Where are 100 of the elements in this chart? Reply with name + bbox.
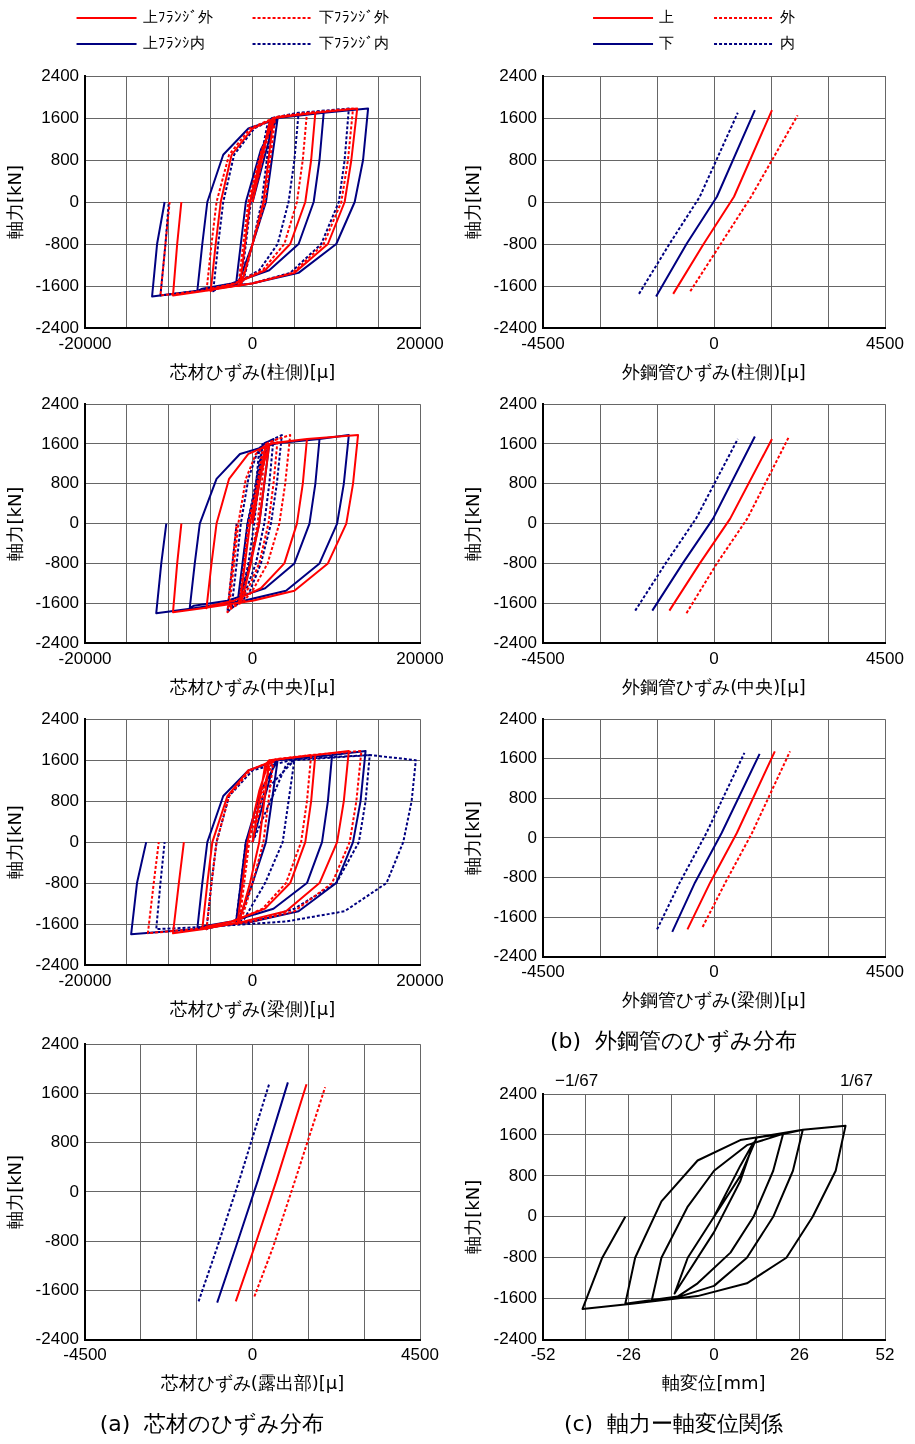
text: (c) 軸力ー軸変位関係 [563,1410,784,1436]
x-tick-label: 0 [247,333,258,353]
y-tick-label: 800 [50,1132,80,1152]
y-tick-label: 1600 [499,748,538,768]
y-axis-title: 軸力[kN] [462,800,484,875]
y-tick-label: 0 [69,513,80,533]
legend-label: 下ﾌﾗﾝｼﾞ内 [318,33,389,52]
x-tick-label: 0 [247,648,258,668]
y-axis-title: 軸力[kN] [462,165,484,239]
y-tick-label: 1600 [499,107,538,127]
y-tick-label: 2400 [499,65,538,85]
y-tick-label: 2400 [41,1033,80,1053]
x-axis-title: 外鋼管ひずみ(中央)[μ] [622,675,806,697]
x-tick-label: 0 [709,962,719,982]
x-axis-title: 芯材ひずみ(柱側)[μ] [168,360,336,382]
legend-label: 上 [659,7,675,26]
x-tick-label: -26 [616,1345,641,1365]
legend-label: 内 [780,33,796,52]
y-tick-label: 0 [527,827,538,847]
y-tick-label: -1600 [35,1280,80,1300]
y-tick-label: -1600 [493,592,538,612]
y-tick-label: -800 [45,1230,80,1250]
y-tick-label: 2400 [499,393,538,413]
x-tick-label: 4500 [866,333,904,353]
x-tick-label: 0 [247,970,258,990]
x-tick-label: 0 [709,333,719,353]
line-series [253,1086,327,1298]
y-tick-label: -1600 [35,913,80,933]
x-axis-title: 軸変位[mm] [662,1372,766,1394]
y-tick-label: 800 [50,790,80,810]
y-tick-label: -800 [503,233,538,253]
line-series [689,114,799,293]
y-tick-label: -1600 [35,592,80,612]
y-tick-label: -800 [503,1247,538,1267]
y-tick-label: -1600 [35,275,80,295]
y-tick-label: -800 [503,867,538,887]
y-tick-label: 1600 [41,433,80,453]
x-tick-label: 20000 [396,333,444,353]
y-tick-label: 0 [69,1181,80,1201]
x-tick-label: 0 [709,1345,719,1365]
x-tick-label: 52 [875,1345,895,1365]
legend-label: 下ﾌﾗﾝｼﾞ外 [318,7,389,26]
y-tick-label: 0 [527,191,538,211]
x-axis-title: 芯材ひずみ(梁側)[μ] [168,997,336,1019]
x-tick-label: 20000 [396,648,444,668]
y-tick-label: -1600 [493,275,538,295]
x-tick-label: 4500 [866,962,904,982]
line-series [197,1082,271,1303]
line-series [685,435,791,615]
y-axis-title: 軸力[kN] [462,1179,484,1254]
legend-label: 上ﾌﾗﾝｼ内 [142,33,205,52]
y-tick-label: -1600 [493,906,538,926]
y-tick-label: -800 [503,553,538,573]
y-tick-label: 2400 [41,65,80,85]
y-axis-title: 軸力[kN] [4,165,26,239]
x-tick-label: 4500 [401,1345,439,1365]
y-tick-label: 1600 [41,1083,80,1103]
y-tick-label: 2400 [41,393,80,413]
text: 1/67 [839,1071,873,1091]
y-tick-label: 1600 [499,1124,538,1144]
x-tick-label: 20000 [396,970,444,990]
text: (b) 外鋼管のひずみ分布 [549,1027,798,1053]
x-tick-label: 0 [247,1345,258,1365]
y-tick-label: 1600 [499,433,538,453]
text: (a) 芯材のひずみ分布 [99,1410,325,1436]
y-tick-label: 2400 [499,708,538,728]
x-axis-title: 芯材ひずみ(露出部)[μ] [159,1372,345,1394]
x-tick-label: 26 [790,1345,809,1365]
line-series [656,751,746,931]
y-tick-label: 1600 [41,107,80,127]
x-axis-title: 外鋼管ひずみ(梁側)[μ] [622,989,806,1011]
y-tick-label: 2400 [499,1083,538,1103]
y-tick-label: 0 [527,1206,538,1226]
y-tick-label: 800 [50,473,80,493]
y-tick-label: 1600 [41,749,80,769]
y-tick-label: 800 [50,149,80,169]
y-axis-title: 軸力[kN] [4,805,26,880]
x-tick-label: 4500 [866,648,904,668]
x-axis-title: 外鋼管ひずみ(柱側)[μ] [622,360,806,382]
x-tick-label: 0 [709,648,719,668]
y-axis-title: 軸力[kN] [4,1154,26,1229]
y-tick-label: -800 [45,233,80,253]
y-tick-label: 0 [69,191,80,211]
line-series [638,111,739,295]
y-tick-label: -800 [45,872,80,892]
legend-label: 上ﾌﾗﾝｼﾞ外 [142,7,213,26]
text: −1/67 [555,1071,599,1091]
y-tick-label: 0 [527,513,538,533]
legend-label: 下 [659,33,675,52]
line-series [634,438,739,612]
y-tick-label: 800 [508,788,538,808]
y-tick-label: -1600 [493,1288,538,1308]
y-tick-label: 800 [508,1165,538,1185]
y-tick-label: 800 [508,149,538,169]
y-axis-title: 軸力[kN] [462,486,484,561]
y-tick-label: 800 [508,473,538,493]
y-tick-label: 0 [69,831,80,851]
y-axis-title: 軸力[kN] [4,486,26,561]
x-axis-title: 芯材ひずみ(中央)[μ] [168,675,336,697]
y-tick-label: 2400 [41,708,80,728]
